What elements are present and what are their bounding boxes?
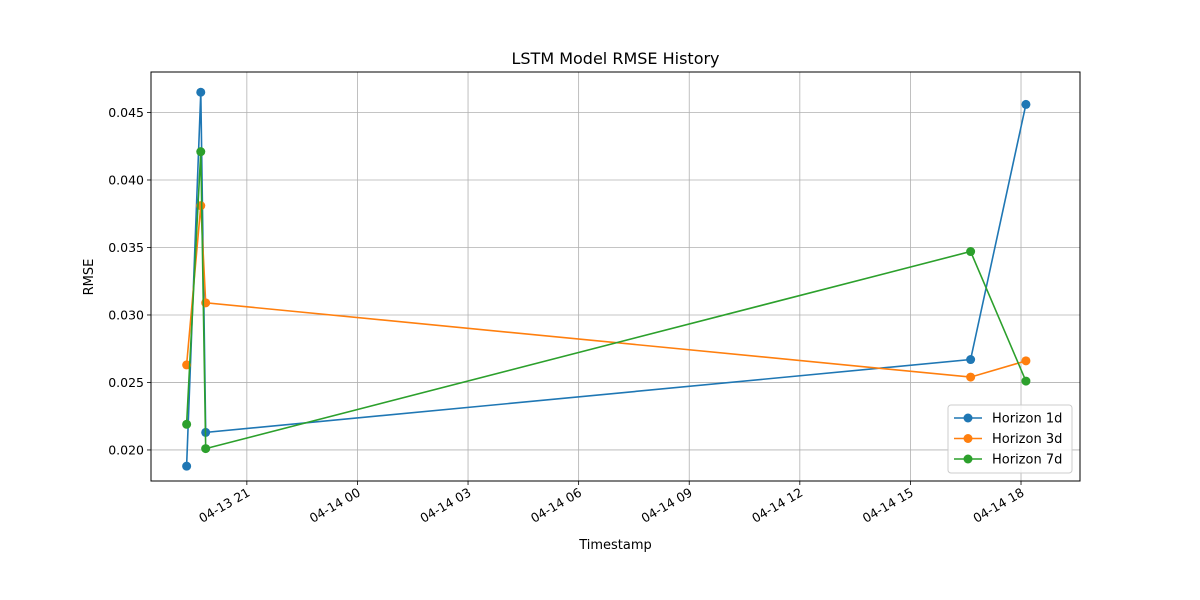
series-line bbox=[185, 205, 1027, 378]
y-axis: 0.020 0.025 0.030 0.035 0.040 0.045 bbox=[108, 105, 151, 457]
series-group bbox=[182, 87, 1031, 471]
y-tick-label: 0.035 bbox=[108, 240, 144, 255]
data-point bbox=[966, 355, 976, 365]
data-point bbox=[1021, 99, 1031, 109]
legend: Horizon 1d Horizon 3d Horizon 7d bbox=[947, 404, 1073, 474]
series-horizon-1d bbox=[182, 87, 1031, 471]
x-tick-label: 04-14 09 bbox=[639, 485, 695, 526]
x-axis-label: Timestamp bbox=[578, 538, 652, 553]
data-point bbox=[1021, 356, 1031, 366]
data-point bbox=[201, 444, 211, 454]
y-tick-label: 0.025 bbox=[108, 375, 144, 390]
legend-label: Horizon 1d bbox=[992, 412, 1062, 427]
legend-marker bbox=[963, 413, 973, 423]
legend-label: Horizon 3d bbox=[992, 432, 1062, 447]
series-horizon-3d bbox=[182, 201, 1031, 382]
series-line bbox=[185, 151, 1027, 450]
series-horizon-7d bbox=[182, 147, 1031, 454]
data-point bbox=[196, 147, 206, 157]
plot-area bbox=[150, 71, 1081, 482]
x-axis: 04-13 21 04-14 00 04-14 03 04-14 06 04-14 09… bbox=[196, 481, 1027, 526]
y-tick-label: 0.020 bbox=[108, 442, 144, 457]
x-tick-label: 04-14 15 bbox=[860, 485, 916, 526]
grid bbox=[151, 72, 1080, 481]
legend-marker bbox=[963, 454, 973, 464]
y-axis-label: RMSE bbox=[82, 259, 97, 296]
y-tick-label: 0.030 bbox=[108, 307, 144, 322]
x-tick-label: 04-14 00 bbox=[307, 485, 363, 526]
x-tick-label: 04-14 12 bbox=[749, 485, 805, 526]
data-point bbox=[196, 87, 206, 97]
series-line bbox=[185, 92, 1027, 467]
legend-label: Horizon 7d bbox=[992, 453, 1062, 468]
x-tick-label: 04-14 06 bbox=[528, 485, 584, 526]
x-tick-label: 04-14 18 bbox=[970, 485, 1026, 526]
y-tick-label: 0.045 bbox=[108, 105, 144, 120]
legend-box bbox=[947, 404, 1073, 474]
chart-title: LSTM Model RMSE History bbox=[511, 49, 719, 68]
legend-marker bbox=[963, 434, 973, 443]
data-point bbox=[182, 419, 192, 429]
y-tick-label: 0.040 bbox=[108, 172, 144, 187]
data-point bbox=[1021, 376, 1031, 386]
data-point bbox=[182, 461, 192, 471]
data-point bbox=[966, 372, 976, 382]
x-tick-label: 04-14 03 bbox=[417, 485, 473, 526]
data-point bbox=[966, 247, 976, 257]
x-tick-label: 04-13 21 bbox=[196, 485, 252, 526]
